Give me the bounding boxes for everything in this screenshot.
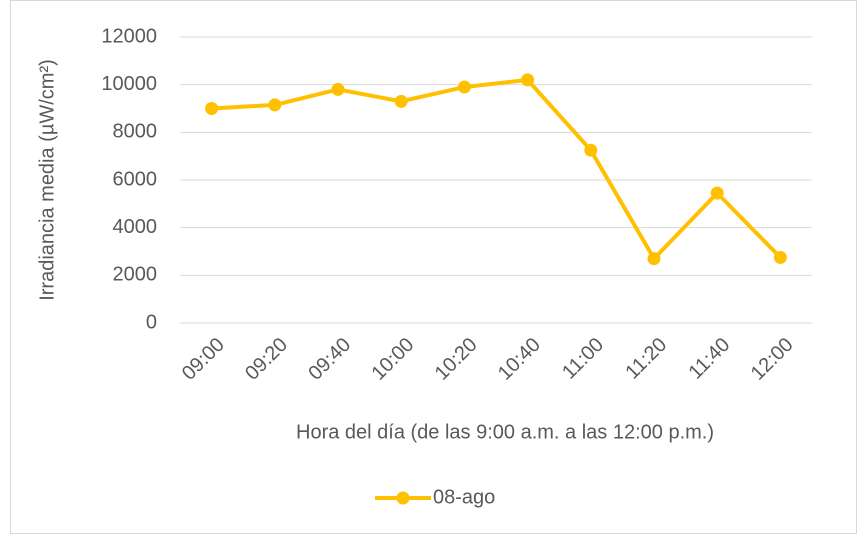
data-point: [584, 143, 598, 157]
data-point: [268, 98, 282, 112]
y-tick-label: 6000: [113, 168, 158, 190]
y-tick-label: 8000: [113, 121, 158, 143]
y-tick-label: 2000: [113, 264, 158, 286]
data-point: [331, 82, 345, 96]
chart-frame: [10, 0, 857, 534]
y-tick-label: 10000: [101, 73, 157, 95]
data-point: [457, 80, 471, 94]
series-line: [211, 77, 782, 261]
data-point: [394, 94, 408, 108]
y-tick-label: 0: [146, 311, 157, 333]
data-point: [647, 252, 661, 266]
data-point: [205, 102, 219, 115]
y-tick-label: 4000: [113, 216, 158, 238]
x-axis-label: Hora del día (de las 9:00 a.m. a las 12:…: [296, 421, 714, 443]
data-point: [773, 250, 787, 264]
legend-marker: [396, 491, 410, 505]
legend-label: 08-ago: [433, 486, 495, 508]
data-point: [710, 186, 724, 200]
y-tick-label: 12000: [101, 25, 157, 47]
data-point: [521, 73, 535, 87]
y-axis-label: Irradiancia media (µW/cm²): [36, 59, 58, 301]
